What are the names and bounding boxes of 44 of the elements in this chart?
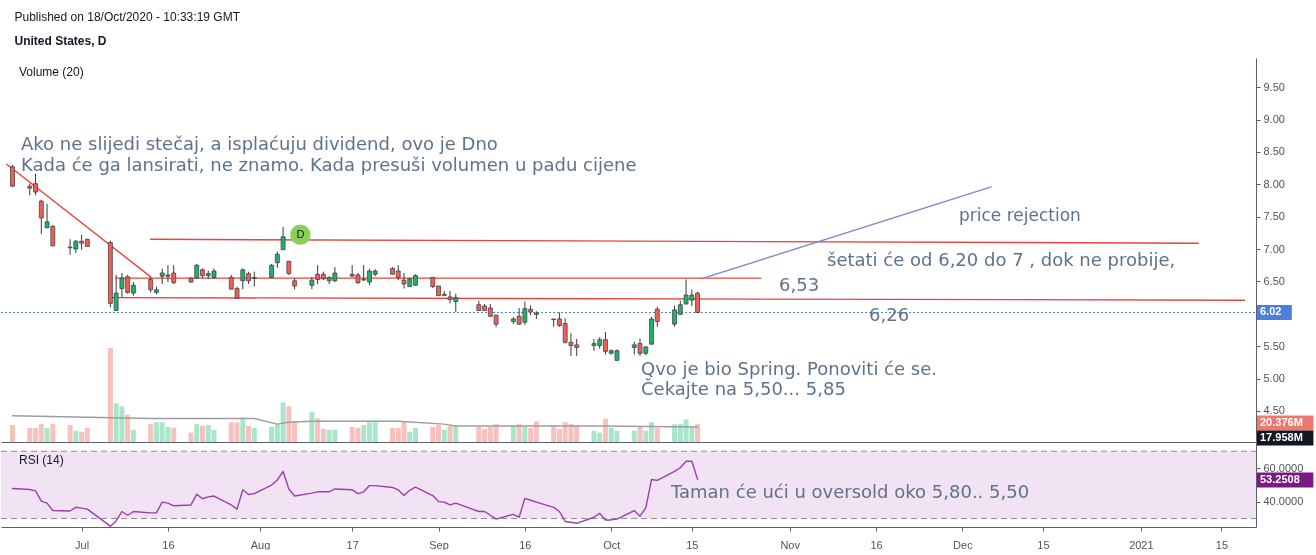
x-tick-label: Dec	[953, 538, 974, 551]
y-tick-label: 8.00	[1263, 177, 1285, 190]
y-tick-label: 5.50	[1263, 339, 1285, 352]
annotation: price rejection	[959, 205, 1081, 225]
x-tick-label: 16	[870, 538, 883, 551]
x-tick-label: Aug	[250, 538, 271, 551]
y-tick-label: 40.0000	[1263, 495, 1304, 508]
y-tick-label: 9.00	[1263, 113, 1285, 126]
chart-title: Published on 18/Oct/2020 - 10:33:19 GMT	[14, 10, 241, 24]
annotation: Ako ne slijedi stečaj, a isplaćuju dividend, ovo je Dno	[21, 133, 498, 154]
text: 17.958M	[1260, 431, 1303, 443]
x-tick-label: 16	[519, 538, 532, 551]
y-tick-label: 60.0000	[1263, 461, 1304, 474]
ref-line-label: 6.02	[1260, 305, 1282, 318]
annotation: šetati će od 6,20 do 7 , dok ne probije,	[827, 249, 1176, 270]
chart-subtitle: United States, D	[14, 34, 107, 48]
annotation: 6,26	[869, 304, 910, 325]
y-tick-label: 8.50	[1263, 145, 1285, 158]
annotation: Qvo je bio Spring. Ponoviti će se.	[641, 358, 937, 379]
annotation: 6,53	[779, 274, 820, 295]
chart-title: Volume (20)	[19, 65, 84, 79]
y-tick-label: 7.50	[1263, 210, 1285, 223]
x-tick-label: 15	[1215, 538, 1229, 551]
annotation: Taman će ući u oversold oko 5,80.. 5,50	[670, 481, 1030, 502]
y-tick-label: 5.00	[1263, 372, 1285, 385]
text: RSI (14)	[19, 453, 64, 467]
x-tick-label: Jul	[75, 538, 90, 551]
x-tick-label: 15	[686, 538, 699, 551]
y-tick-label: 9.50	[1263, 80, 1285, 93]
x-tick-label: 16	[162, 538, 175, 551]
text: 20.376M	[1260, 416, 1303, 428]
x-tick-label: 2021	[1129, 538, 1154, 551]
text: 53.2508	[1260, 473, 1300, 485]
y-tick-label: 6.50	[1263, 274, 1285, 287]
x-tick-label: Sep	[429, 538, 449, 551]
annotation: D	[296, 227, 305, 240]
y-tick-label: 7.00	[1263, 242, 1285, 255]
annotation: Čekajte na 5,50... 5,85	[641, 378, 846, 399]
annotation: Kada će ga lansirati, ne znamo. Kada presuši volumen u padu cijene	[21, 154, 637, 175]
y-tick-label: 4.50	[1263, 404, 1285, 417]
x-tick-label: Oct	[603, 538, 621, 551]
x-tick-label: 17	[346, 538, 359, 551]
x-tick-label: 15	[1037, 538, 1050, 551]
x-tick-label: Nov	[780, 538, 801, 551]
